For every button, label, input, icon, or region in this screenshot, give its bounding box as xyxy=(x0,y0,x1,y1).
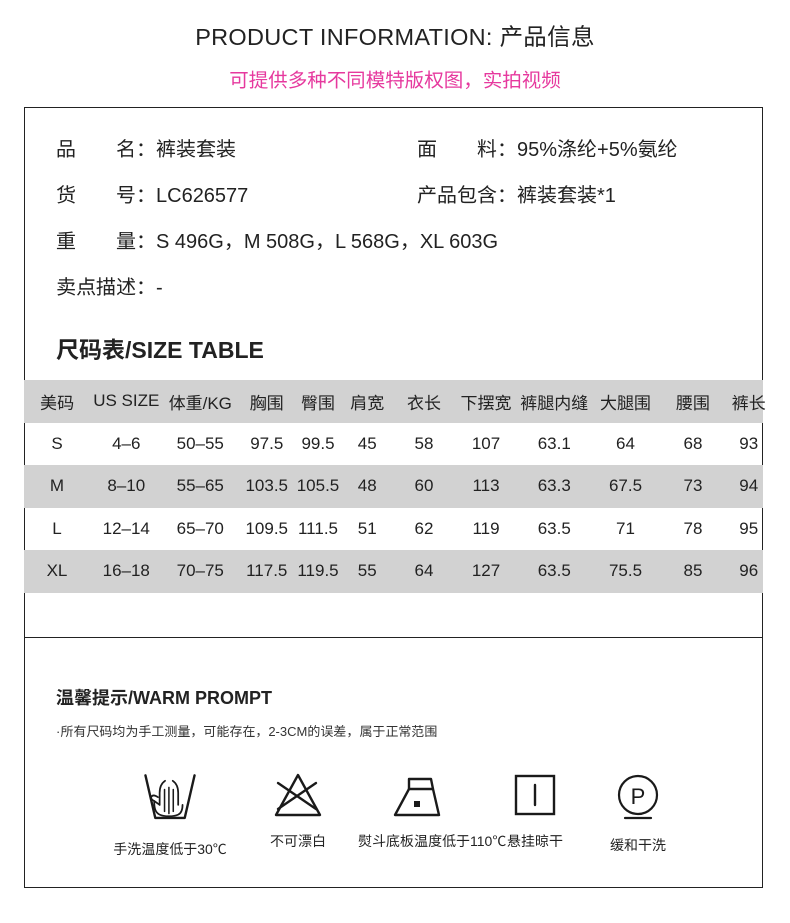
svg-text:P: P xyxy=(631,784,646,809)
